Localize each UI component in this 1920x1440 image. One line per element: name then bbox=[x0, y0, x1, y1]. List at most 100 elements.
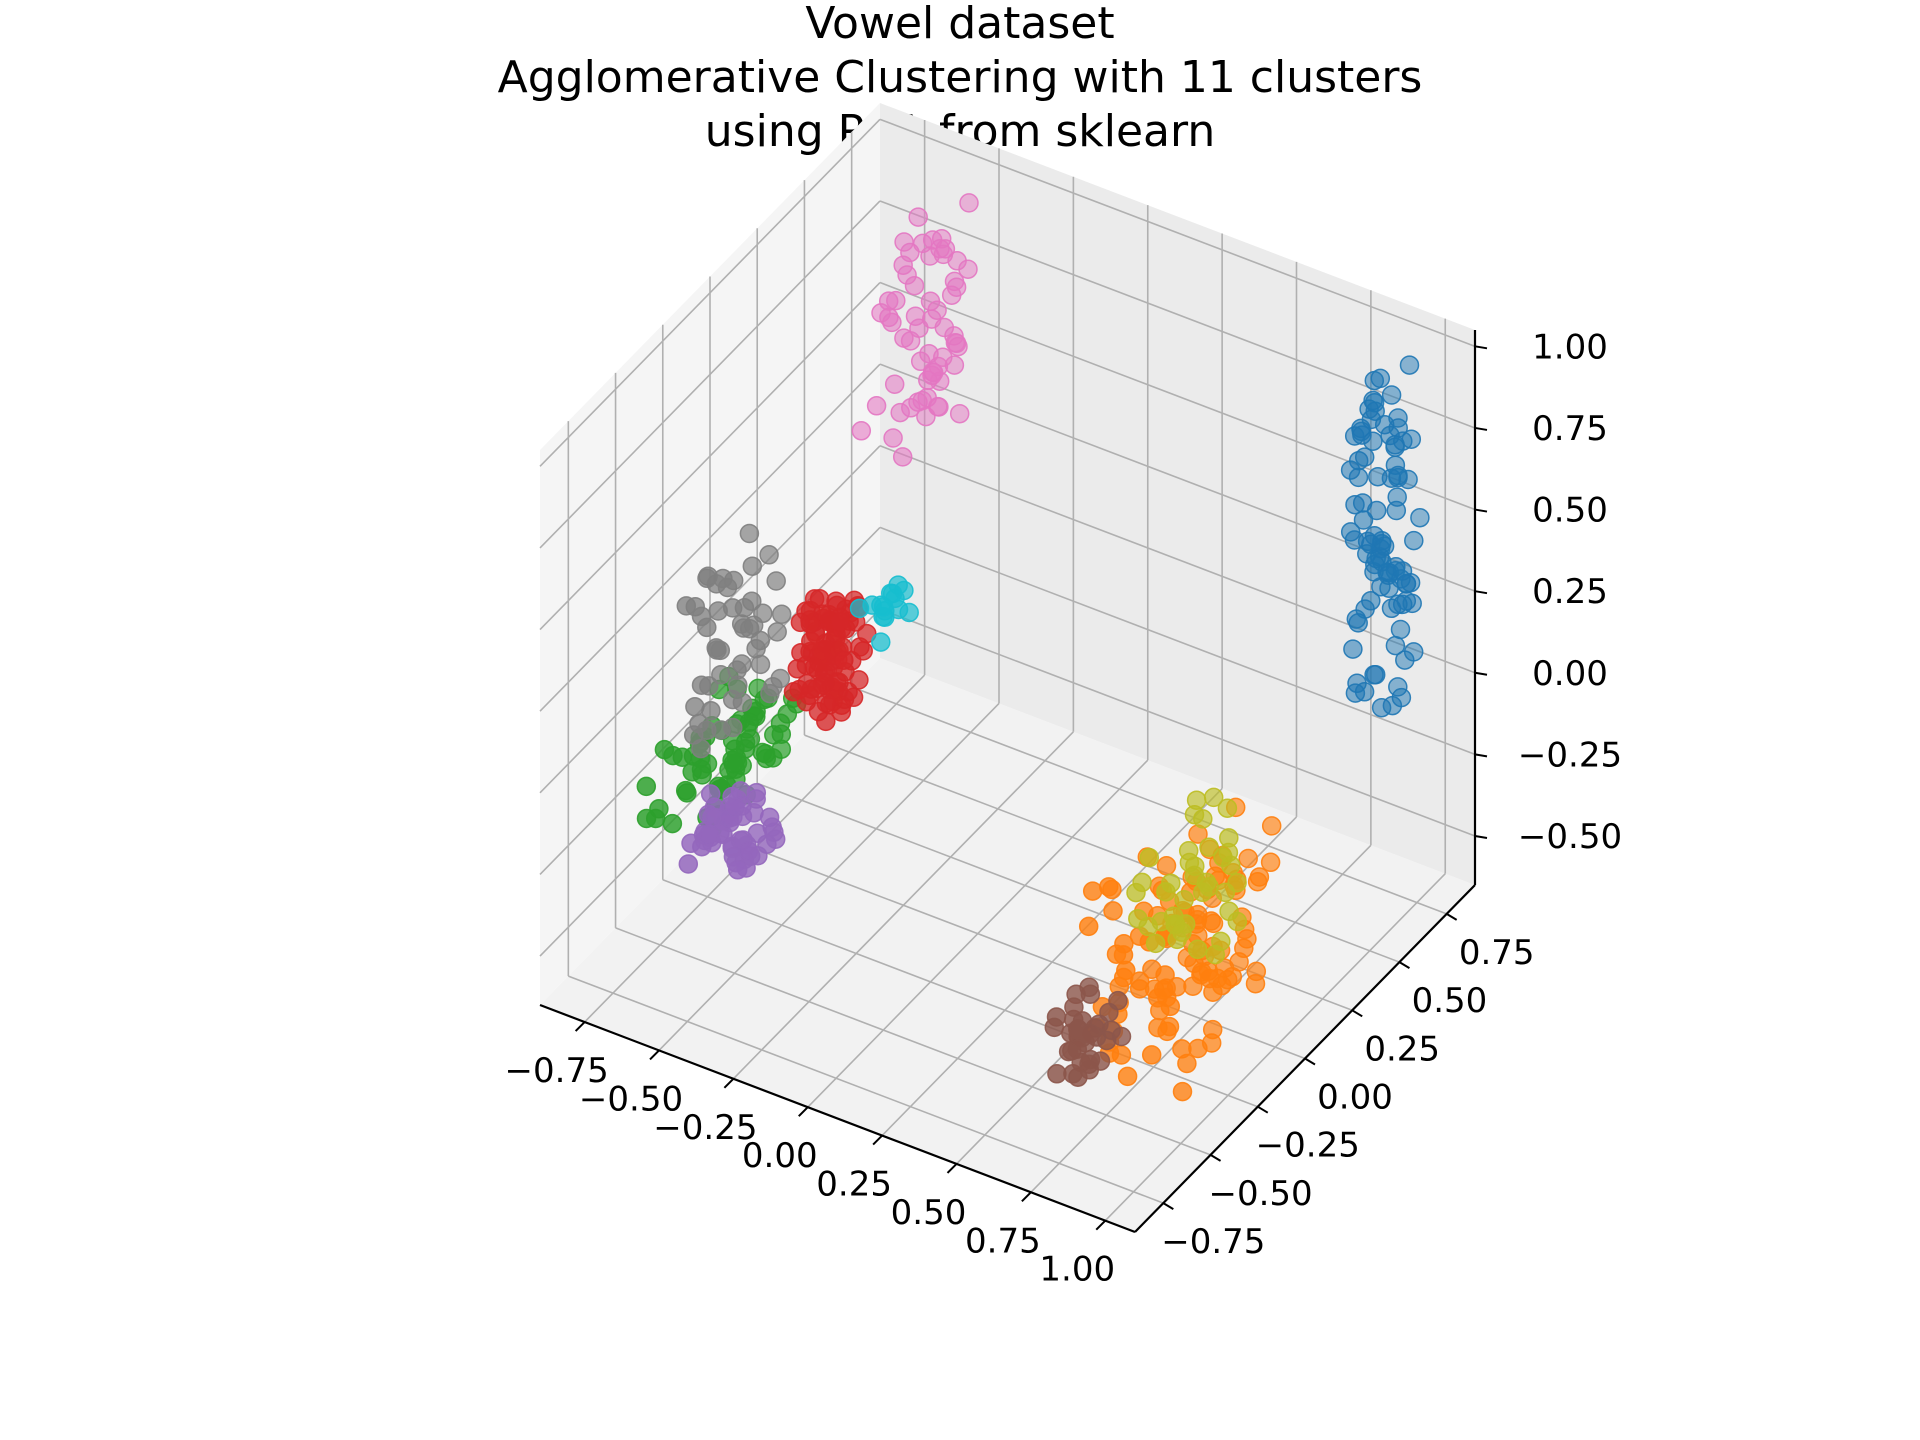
data-point bbox=[740, 729, 761, 749]
data-point bbox=[838, 681, 858, 702]
y-tick bbox=[1398, 961, 1410, 969]
data-point bbox=[1156, 856, 1177, 876]
data-point bbox=[752, 742, 773, 763]
chart-title-line-1: Vowel dataset bbox=[805, 0, 1115, 49]
data-point bbox=[691, 606, 712, 627]
data-point bbox=[692, 765, 712, 785]
grid-line-z bbox=[879, 526, 1476, 756]
data-point bbox=[1117, 1066, 1138, 1087]
data-point bbox=[676, 596, 697, 616]
z-tick bbox=[1474, 753, 1488, 758]
x-tick-label: 0.75 bbox=[965, 1221, 1041, 1261]
x-tick-label: −0.75 bbox=[505, 1051, 609, 1091]
data-point bbox=[894, 328, 914, 348]
data-point bbox=[1385, 435, 1405, 455]
data-point bbox=[1079, 1054, 1099, 1074]
z-tick bbox=[1474, 426, 1488, 431]
grid-line-y bbox=[568, 975, 1164, 1204]
data-point bbox=[767, 622, 787, 642]
data-point bbox=[893, 255, 913, 275]
data-point bbox=[1381, 468, 1402, 488]
data-point bbox=[1401, 429, 1422, 449]
data-point bbox=[1196, 872, 1217, 893]
data-point bbox=[1151, 911, 1172, 932]
data-point bbox=[771, 739, 792, 759]
grid-line-z bbox=[539, 281, 881, 631]
data-point bbox=[727, 860, 748, 880]
data-point bbox=[1345, 683, 1366, 703]
data-point bbox=[1199, 837, 1219, 857]
data-point bbox=[1247, 871, 1268, 892]
y-tick-label: −0.75 bbox=[1161, 1222, 1265, 1262]
grid-line-z bbox=[879, 118, 1476, 348]
grid-line-y bbox=[804, 734, 1400, 963]
grid-line-y bbox=[851, 686, 1447, 915]
cluster-group bbox=[1340, 355, 1430, 718]
data-point bbox=[1340, 522, 1361, 542]
data-point bbox=[1201, 911, 1221, 931]
x-tick-label: 0.50 bbox=[891, 1193, 967, 1233]
data-point bbox=[1391, 687, 1412, 708]
data-point bbox=[904, 275, 925, 296]
z-tick-label: 0.75 bbox=[1532, 409, 1608, 449]
y-tick-label: 0.50 bbox=[1412, 981, 1488, 1021]
cluster-group bbox=[849, 575, 919, 652]
data-point bbox=[711, 665, 731, 685]
cluster-group bbox=[1044, 977, 1132, 1087]
grid-line-z bbox=[539, 526, 881, 875]
data-point bbox=[746, 638, 766, 659]
data-point bbox=[1221, 855, 1241, 876]
y-tick-label: 0.00 bbox=[1317, 1078, 1393, 1118]
data-point bbox=[882, 312, 902, 333]
data-point bbox=[742, 591, 762, 611]
grid-line-z bbox=[879, 445, 1476, 674]
data-point bbox=[929, 371, 950, 391]
cluster-group bbox=[783, 588, 877, 732]
tick-labels: −0.75−0.50−0.250.000.250.500.751.00−0.75… bbox=[505, 327, 1623, 1289]
data-point bbox=[1106, 944, 1127, 964]
x-tick bbox=[723, 1078, 735, 1089]
data-point bbox=[1172, 1081, 1193, 1102]
data-point bbox=[1361, 591, 1381, 611]
data-point bbox=[1354, 447, 1375, 467]
data-point bbox=[759, 545, 779, 565]
data-point bbox=[1246, 961, 1267, 982]
data-point bbox=[1388, 408, 1408, 428]
data-point bbox=[1217, 798, 1238, 818]
data-point bbox=[1103, 901, 1123, 921]
data-point bbox=[1385, 635, 1406, 656]
data-point bbox=[1353, 510, 1374, 530]
data-point bbox=[944, 271, 965, 292]
data-point bbox=[1400, 572, 1421, 593]
data-point bbox=[949, 403, 970, 424]
y-tick bbox=[1210, 1154, 1222, 1162]
x-tick-label: 1.00 bbox=[1039, 1250, 1115, 1290]
data-point bbox=[662, 813, 683, 834]
y-tick bbox=[1446, 913, 1458, 921]
data-point bbox=[1387, 487, 1407, 507]
data-point bbox=[1156, 987, 1177, 1008]
y-tick-label: −0.25 bbox=[1256, 1126, 1360, 1166]
data-point bbox=[1174, 890, 1194, 910]
data-point bbox=[1141, 1045, 1162, 1065]
data-point bbox=[766, 571, 786, 591]
z-tick-label: 0.25 bbox=[1532, 572, 1608, 612]
data-point bbox=[801, 631, 821, 651]
grid-line-y bbox=[709, 830, 1306, 1060]
axis-panes bbox=[540, 103, 1475, 1232]
z-tick bbox=[1474, 590, 1488, 595]
x-tick bbox=[574, 1021, 586, 1032]
data-point bbox=[1044, 1017, 1065, 1038]
data-point bbox=[739, 523, 760, 544]
data-point bbox=[1340, 460, 1361, 480]
y-tick-label: 0.25 bbox=[1364, 1029, 1440, 1069]
data-point bbox=[706, 638, 726, 658]
data-point bbox=[908, 207, 928, 227]
data-point bbox=[1261, 816, 1282, 836]
data-point bbox=[746, 789, 766, 809]
data-point bbox=[708, 601, 728, 621]
data-point bbox=[1371, 576, 1391, 597]
data-point bbox=[1172, 922, 1192, 942]
y-tick bbox=[1304, 1057, 1316, 1066]
